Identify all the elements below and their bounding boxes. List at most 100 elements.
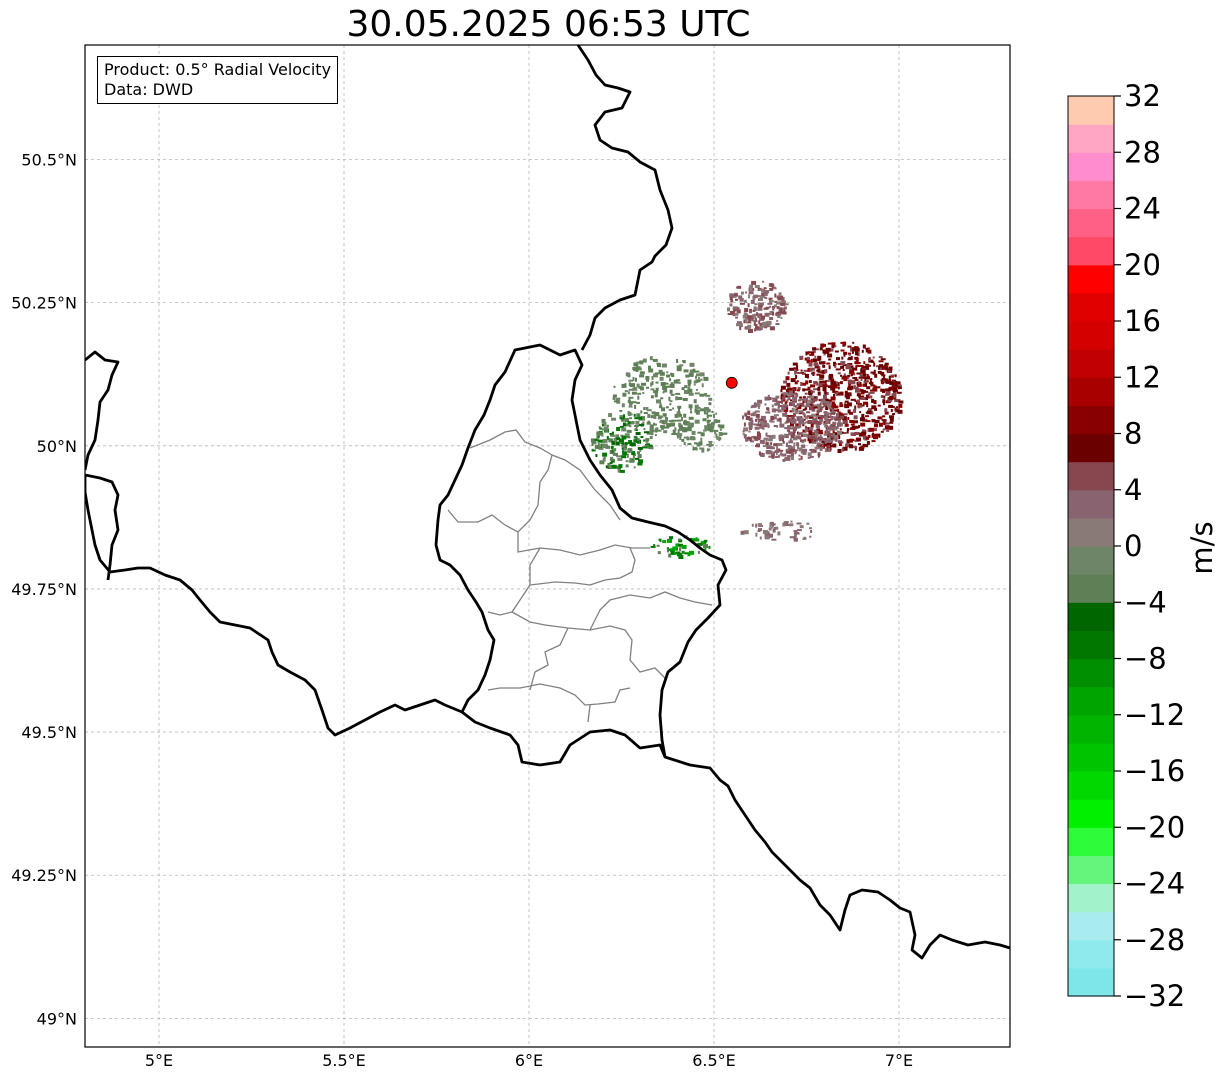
echo-pixel: [708, 397, 713, 401]
echo-pixel: [787, 387, 792, 390]
echo-pixel: [852, 445, 858, 448]
echo-pixel: [701, 448, 705, 453]
echo-pixel: [759, 439, 765, 444]
echo-pixel: [699, 372, 705, 377]
echo-pixel: [682, 360, 686, 363]
echo-pixel: [675, 433, 679, 436]
echo-pixel: [699, 393, 705, 397]
echo-pixel: [837, 372, 841, 375]
echo-pixel: [775, 526, 779, 530]
echo-pixel: [820, 371, 824, 374]
echo-pixel: [739, 326, 742, 331]
echo-pixel: [798, 458, 801, 461]
echo-pixel: [664, 382, 669, 385]
echo-pixel: [693, 399, 697, 404]
echo-pixel: [818, 405, 821, 408]
echo-pixel: [802, 433, 808, 437]
echo-pixel: [624, 433, 630, 436]
echo-pixel: [858, 443, 861, 446]
echo-pixel: [829, 405, 835, 410]
echo-pixel: [746, 437, 751, 439]
echo-pixel: [805, 421, 809, 424]
echo-pixel: [764, 403, 767, 406]
echo-pixel: [893, 385, 899, 388]
echo-pixel: [743, 427, 749, 432]
echo-pixel: [619, 409, 623, 412]
echo-pixel: [752, 314, 757, 319]
colorbar-tick-label: 32: [1124, 79, 1161, 113]
echo-pixel: [671, 433, 677, 435]
echo-pixel: [888, 375, 894, 378]
echo-pixel: [894, 399, 900, 402]
echo-pixel: [774, 456, 779, 458]
echo-pixel: [890, 408, 893, 412]
echo-pixel: [786, 450, 792, 454]
echo-pixel: [800, 455, 803, 460]
echo-pixel: [809, 455, 814, 458]
echo-pixel: [646, 379, 649, 382]
echo-pixel: [773, 443, 779, 447]
echo-pixel: [796, 416, 802, 419]
echo-pixel: [623, 447, 627, 451]
echo-pixel: [794, 532, 799, 534]
echo-pixel: [784, 427, 788, 430]
echo-pixel: [655, 423, 657, 426]
echo-pixel: [659, 415, 664, 418]
echo-pixel: [847, 374, 851, 377]
echo-pixel: [783, 394, 789, 398]
echo-pixel: [759, 325, 765, 328]
echo-pixel: [857, 404, 863, 408]
echo-pixel: [621, 383, 627, 388]
echo-pixel: [832, 385, 838, 389]
luxembourg-districts: [447, 429, 713, 723]
echo-pixel: [790, 520, 793, 523]
echo-pixel: [681, 544, 687, 549]
echo-pixel: [791, 407, 795, 412]
echo-pixel: [873, 385, 876, 388]
colorbar-segment: [1068, 180, 1114, 210]
lat-tick-label: 49.5°N: [21, 723, 77, 742]
echo-pixel: [628, 396, 634, 399]
echo-pixel: [754, 285, 760, 288]
echo-pixel: [659, 421, 662, 424]
echo-pixel: [792, 396, 798, 401]
echo-pixel: [615, 434, 620, 439]
echo-pixel: [643, 412, 648, 414]
colorbar-segment: [1068, 686, 1114, 716]
echo-pixel: [695, 379, 701, 383]
echo-pixel: [706, 414, 709, 419]
echo-pixel: [772, 528, 776, 533]
echo-pixel: [679, 547, 682, 552]
echo-pixel: [882, 399, 886, 404]
echo-pixel: [773, 425, 778, 427]
echo-pixel: [670, 548, 675, 553]
echo-pixel: [709, 443, 712, 447]
echo-pixel: [878, 422, 883, 427]
echo-pixel: [867, 349, 872, 354]
echo-pixel: [768, 435, 773, 440]
echo-pixel: [814, 446, 819, 450]
echo-pixel: [867, 347, 870, 350]
echo-pixel: [885, 388, 890, 392]
echo-pixel: [625, 418, 629, 423]
echo-pixel: [748, 430, 751, 433]
echo-pixel: [707, 414, 713, 417]
echo-pixel: [639, 371, 645, 375]
echo-pixel: [736, 309, 741, 314]
echo-pixel: [849, 420, 855, 423]
echo-pixel: [605, 445, 611, 449]
echo-pixel: [695, 410, 700, 415]
echo-pixel: [827, 445, 831, 448]
echo-pixel: [727, 307, 730, 312]
echo-pixel: [776, 306, 780, 310]
echo-pixel: [689, 405, 692, 410]
echo-pixel: [804, 438, 807, 442]
echo-pixel: [693, 380, 697, 384]
echo-pixel: [621, 403, 625, 408]
lat-tick-label: 49.25°N: [11, 866, 77, 885]
echo-pixel: [781, 407, 787, 410]
echo-pixel: [697, 542, 703, 546]
echo-pixel: [763, 287, 767, 290]
echo-pixel: [608, 413, 613, 418]
echo-pixel: [643, 418, 646, 421]
